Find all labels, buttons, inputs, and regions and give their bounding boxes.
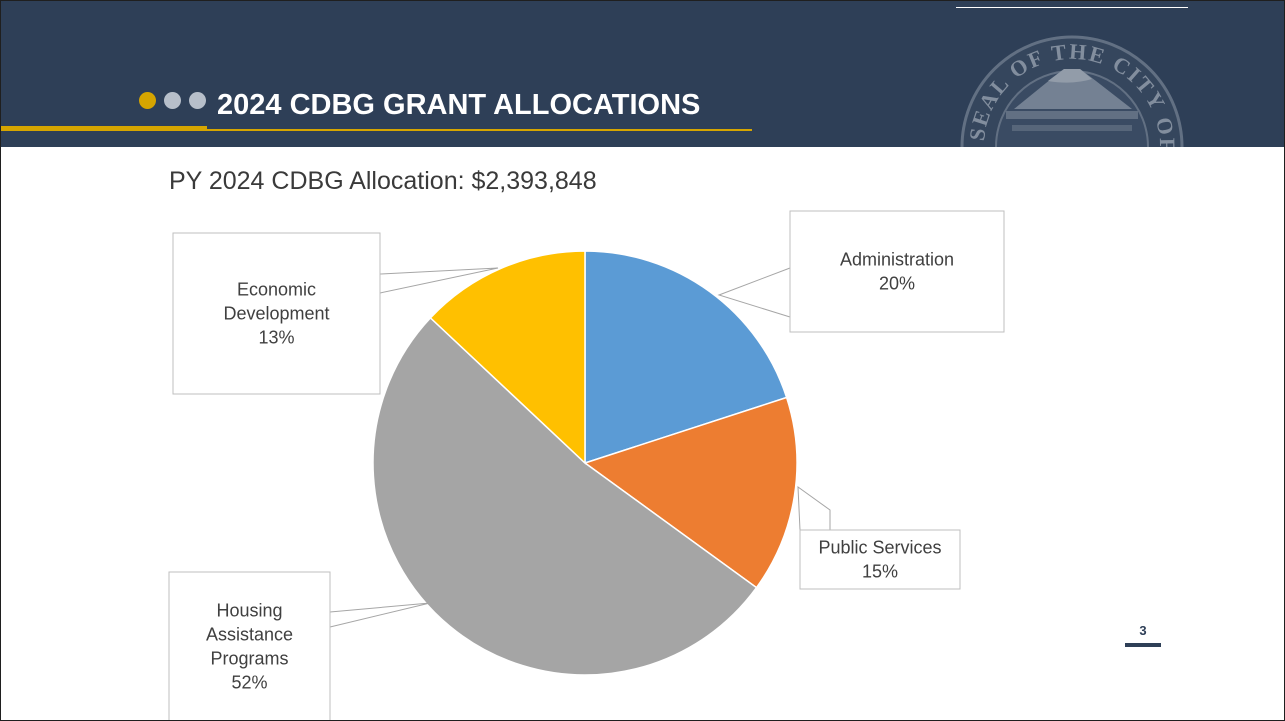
percent-label: 15% — [862, 562, 898, 582]
percent-label: 52% — [231, 673, 267, 693]
chart-subtitle: PY 2024 CDBG Allocation: $2,393,848 — [169, 167, 597, 195]
pie-slice-economic-development — [429, 250, 586, 465]
slide-title: 2024 CDBG GRANT ALLOCATIONS — [217, 89, 701, 121]
category-label: Programs — [210, 649, 288, 669]
data-label: Public Services 15% — [818, 538, 941, 582]
callout-box — [168, 571, 331, 720]
data-callouts: Administration 20% Public Services 15% Housi… — [168, 210, 1005, 720]
category-label: Public Services — [818, 538, 941, 558]
gold-dot-icon — [139, 92, 156, 109]
callout-box — [172, 232, 381, 395]
gray-dot-icon — [189, 92, 206, 109]
title-accent-rule — [1, 126, 207, 131]
leader-line — [717, 267, 791, 318]
data-label: Economic Development 13% — [223, 280, 329, 348]
title-underline — [207, 129, 752, 131]
leader-line — [329, 602, 431, 628]
category-label: Housing — [216, 601, 282, 621]
leader-line — [379, 267, 499, 294]
data-label: Housing Assistance Programs 52% — [206, 601, 293, 693]
callout-box — [789, 210, 1005, 333]
category-label: Economic — [237, 280, 316, 300]
slide-header: 2024 CDBG GRANT ALLOCATIONS SEAL OF THE … — [1, 1, 1284, 147]
allocation-pie-chart: Administration 20% Public Services 15% Housi… — [168, 210, 1005, 720]
gray-dot-icon — [164, 92, 181, 109]
pie-slices — [372, 250, 798, 676]
category-label: Administration — [840, 250, 954, 270]
city-seal-icon: SEAL OF THE CITY OF TACOMA — [956, 7, 1188, 147]
leader-line — [797, 485, 831, 531]
page-number: 3 — [1139, 623, 1147, 638]
data-label: Administration 20% — [840, 250, 954, 294]
pie-slice-administration — [584, 250, 788, 465]
page-number-rule — [1125, 643, 1161, 647]
percent-label: 20% — [879, 274, 915, 294]
callout-box — [799, 529, 961, 590]
percent-label: 13% — [258, 328, 294, 348]
pie-slice-public-services — [583, 396, 798, 589]
leader-lines — [329, 267, 831, 628]
pie-slice-housing-assistance-programs — [372, 316, 758, 676]
category-label: Development — [223, 304, 329, 324]
category-label: Assistance — [206, 625, 293, 645]
